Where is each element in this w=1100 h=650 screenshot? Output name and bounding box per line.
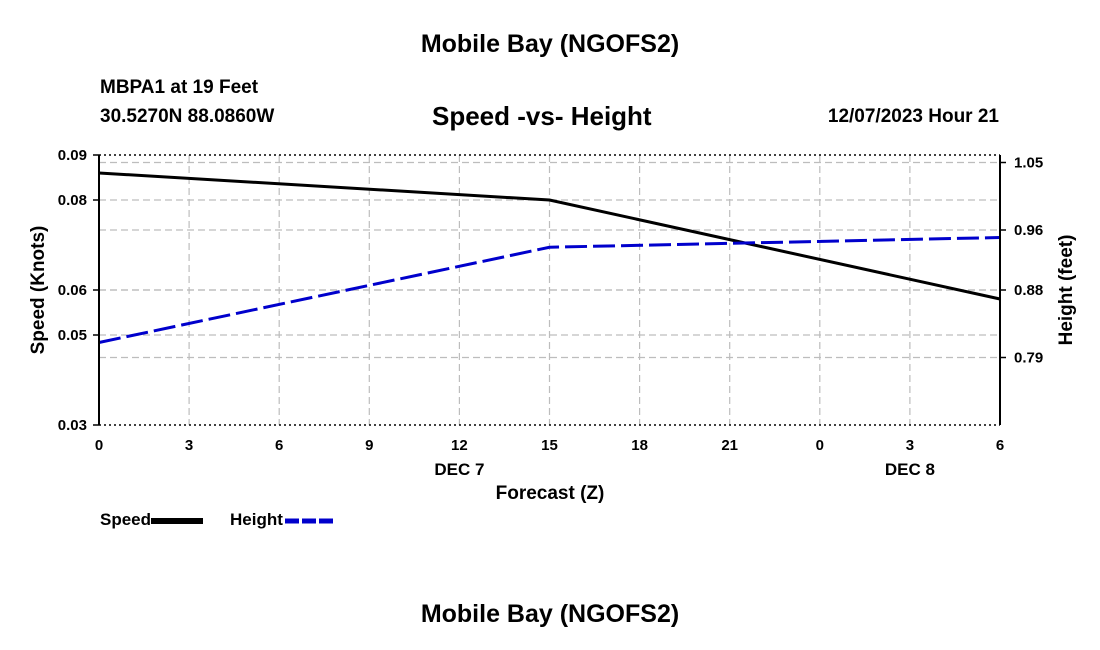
x-tick-label: 3 <box>906 437 914 454</box>
tick-labels: 0 3 6 9 12 15 18 21 0 3 6 DEC 7 DEC 8 0.03 0.05 0.06 0.0… <box>58 147 1043 479</box>
page-title-bottom: Mobile Bay (NGOFS2) <box>420 600 680 628</box>
x-date-label: DEC 7 <box>434 460 484 479</box>
y-tick-label-left: 0.08 <box>58 192 87 209</box>
legend-height-label: Height <box>230 510 283 529</box>
y-tick-label-left: 0.09 <box>58 147 87 164</box>
y-axis-label-left: Speed (Knots) <box>28 226 49 355</box>
x-axis-label: Forecast (Z) <box>495 483 605 504</box>
x-tick-label: 18 <box>631 437 648 454</box>
x-tick-label: 0 <box>95 437 103 454</box>
legend-height-swatch <box>284 518 335 524</box>
legend-speed-label: Speed <box>100 510 152 529</box>
y-tick-label-left: 0.03 <box>58 417 87 434</box>
x-tick-label: 3 <box>185 437 193 454</box>
x-tick-label: 15 <box>541 437 558 454</box>
series-lines <box>98 171 1001 344</box>
page-title: Mobile Bay (NGOFS2) <box>420 30 680 58</box>
x-tick-label: 6 <box>275 437 283 454</box>
station-label: MBPA1 at 19 Feet <box>100 77 259 98</box>
y-tick-label-right: 0.96 <box>1014 222 1043 239</box>
x-tick-label: 21 <box>721 437 738 454</box>
y-tick-label-left: 0.06 <box>58 282 87 299</box>
x-date-label: DEC 8 <box>885 460 935 479</box>
series-line-speed <box>98 171 1001 301</box>
y-tick-label-right: 1.05 <box>1014 155 1043 172</box>
x-tick-label: 0 <box>816 437 824 454</box>
legend-speed-swatch <box>151 518 204 524</box>
chart-title: Speed -vs- Height <box>432 101 652 131</box>
coordinates-label: 30.5270N 88.0860W <box>100 106 275 127</box>
axes <box>93 154 1006 426</box>
x-tick-label: 6 <box>996 437 1004 454</box>
legend-speed: Speed <box>100 510 207 530</box>
y-axis-label-right: Height (feet) <box>1056 235 1077 346</box>
series-line-height <box>98 236 1001 344</box>
legend-height: Height <box>230 510 339 530</box>
grid-lines <box>99 155 1000 425</box>
forecast-timestamp: 12/07/2023 Hour 21 <box>827 106 999 127</box>
x-tick-label: 9 <box>365 437 373 454</box>
y-tick-label-right: 0.79 <box>1014 350 1043 367</box>
y-tick-label-left: 0.05 <box>58 327 87 344</box>
x-tick-label: 12 <box>451 437 468 454</box>
y-tick-label-right: 0.88 <box>1014 282 1043 299</box>
